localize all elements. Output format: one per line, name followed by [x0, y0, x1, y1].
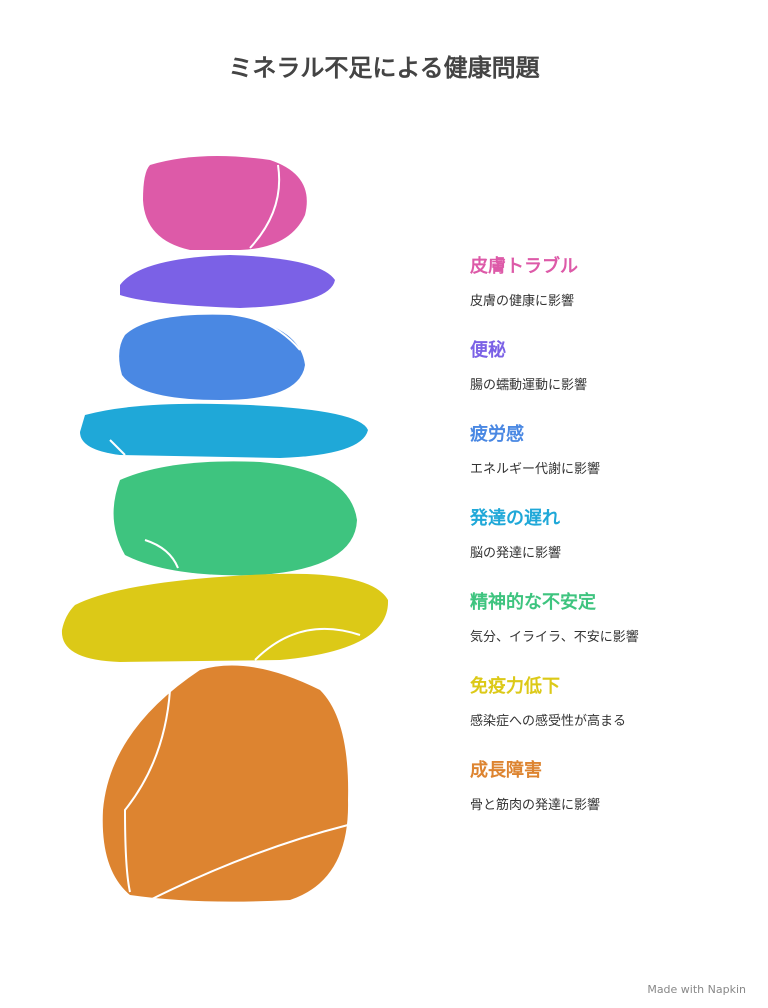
- stone: [119, 314, 305, 400]
- description: 骨と筋肉の発達に影響: [470, 798, 601, 813]
- heading: 便秘: [470, 340, 506, 361]
- description: エネルギー代謝に影響: [470, 462, 601, 477]
- stone: [80, 403, 368, 458]
- footer: Made with Napkin: [647, 983, 746, 996]
- description: 気分、イライラ、不安に影響: [470, 630, 639, 645]
- description: 腸の蠕動運動に影響: [470, 378, 588, 393]
- stone: [143, 156, 307, 250]
- title: ミネラル不足による健康問題: [228, 54, 540, 82]
- heading: 免疫力低下: [470, 676, 560, 697]
- stones: [61, 156, 389, 902]
- heading: 発達の遅れ: [470, 508, 560, 529]
- description: 皮膚の健康に影響: [470, 294, 575, 309]
- stone: [120, 255, 335, 308]
- description: 感染症への感受性が高まる: [470, 714, 627, 729]
- stone: [113, 461, 357, 576]
- heading: 精神的な不安定: [470, 592, 596, 613]
- heading: 成長障害: [470, 760, 542, 781]
- description: 脳の発達に影響: [470, 546, 562, 561]
- heading: 疲労感: [470, 424, 524, 445]
- heading: 皮膚トラブル: [470, 256, 578, 277]
- stone: [61, 573, 389, 662]
